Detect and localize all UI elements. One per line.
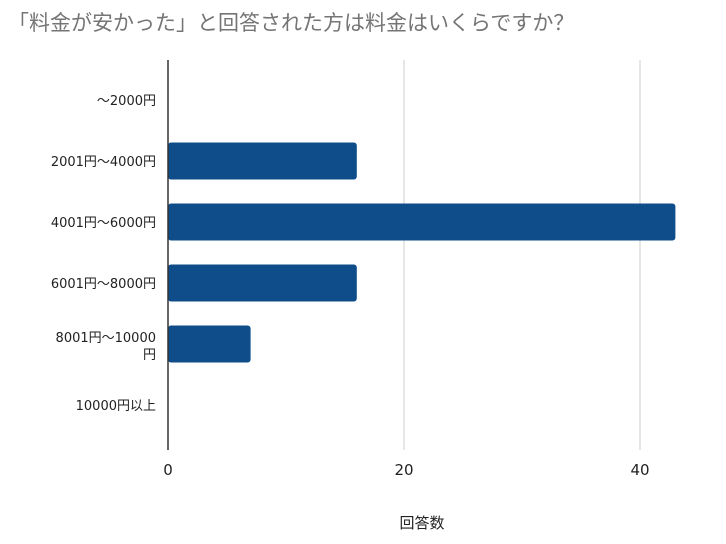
x-tick-labels: 0 20 40 xyxy=(163,461,649,479)
category-label: 10000円以上 xyxy=(76,399,156,414)
gridlines xyxy=(403,60,641,450)
bar xyxy=(168,264,357,302)
bar xyxy=(168,203,676,241)
bar xyxy=(168,142,357,180)
chart-title: 「料金が安かった」と回答された方は料金はいくらですか？ xyxy=(8,11,574,35)
x-tick-label: 40 xyxy=(630,461,649,479)
x-tick-label: 20 xyxy=(394,461,413,479)
x-tick-label: 0 xyxy=(163,461,173,479)
category-labels: 〜2000円 2001円〜4000円 4001円〜6000円 6001円〜8000円 8… xyxy=(51,94,156,414)
category-label: 4001円〜6000円 xyxy=(51,216,156,231)
x-axis-label: 回答数 xyxy=(399,514,444,532)
category-label: 8001円〜10000 円 xyxy=(56,331,156,363)
bars xyxy=(168,142,676,363)
category-label: 6001円〜8000円 xyxy=(51,277,156,292)
category-label: 2001円〜4000円 xyxy=(51,155,156,170)
bar xyxy=(168,325,251,363)
category-label: 〜2000円 xyxy=(97,94,156,109)
